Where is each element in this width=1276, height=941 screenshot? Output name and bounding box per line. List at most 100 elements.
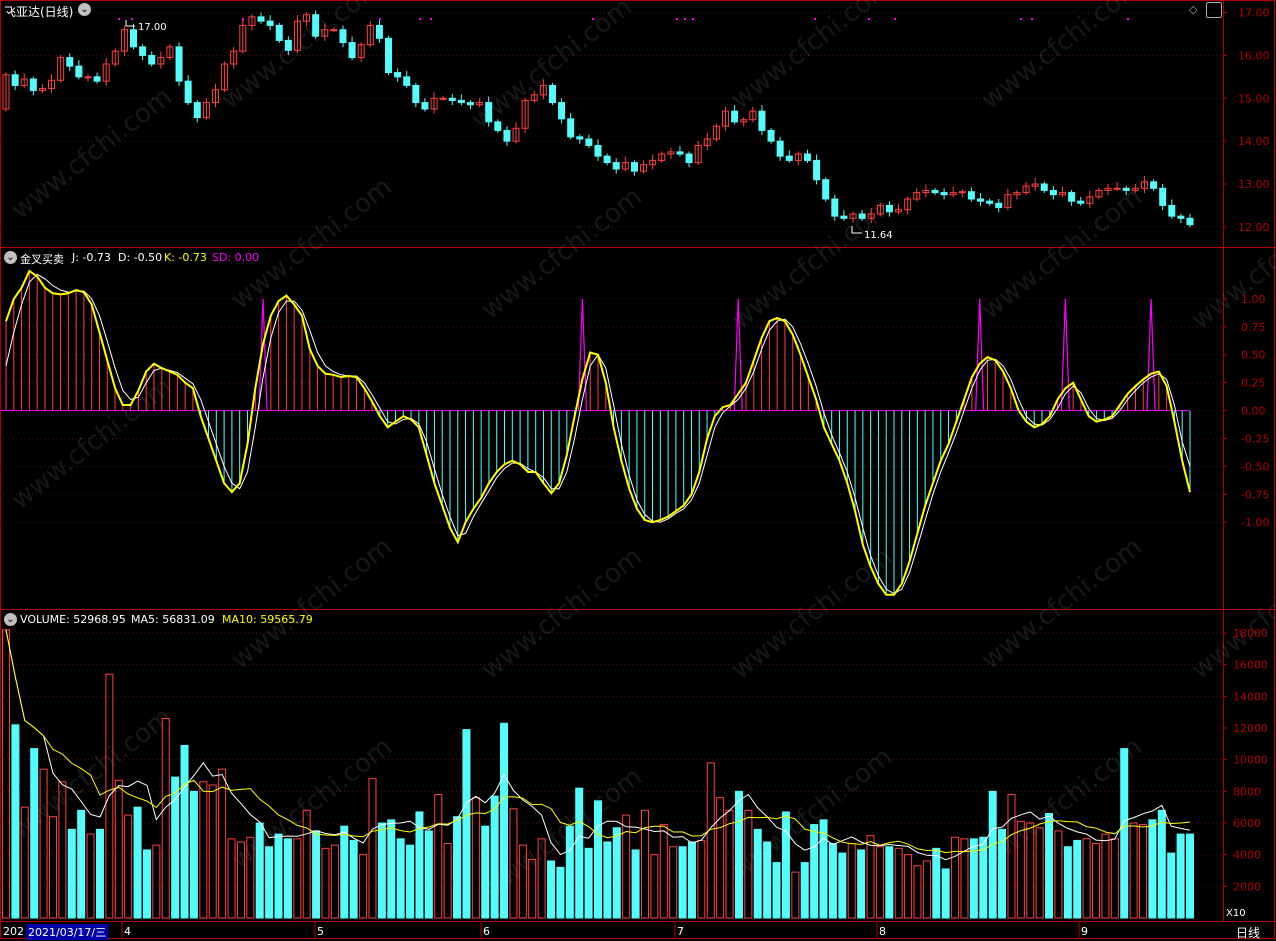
volume-bar [30, 748, 39, 919]
watermark-text: www.cfchi.com [976, 532, 1148, 676]
candle-body [75, 65, 83, 78]
volume-bar [744, 809, 753, 919]
candle-body [803, 153, 811, 161]
price-axes: 12.00 13.00 14.00 15.00 16.00 17.00 1.00 0.75 0.… [1223, 7, 1270, 893]
signal-dot [814, 18, 816, 20]
volume-tick-label: 14000 [1233, 690, 1268, 703]
signal-dot [592, 18, 594, 20]
volume-bar [622, 814, 631, 919]
volume-bar [490, 795, 499, 919]
volume-bar [1129, 822, 1138, 919]
candle-body [166, 46, 174, 59]
kdj-j-line [5, 269, 1191, 596]
volume-bar [1092, 843, 1101, 919]
volume-bar [396, 838, 405, 919]
candle-body [466, 102, 474, 106]
dropdown-icon[interactable]: ⌄ [78, 3, 91, 16]
volume-bar [86, 833, 95, 919]
candle-body [275, 24, 283, 41]
volume-bar [142, 849, 151, 919]
watermark-layer: www.cfchi.com www.cfchi.com www.cfchi.com w… [6, 0, 1276, 906]
volume-bar [133, 806, 142, 919]
low-pointer [851, 226, 862, 234]
candle-body [494, 121, 502, 131]
volume-bar [387, 819, 396, 919]
volume-bar [1035, 827, 1044, 919]
candle-body [93, 76, 101, 82]
price-tick-label: 15.00 [1238, 92, 1270, 105]
high-pointer [125, 20, 135, 27]
volume-ma5-line [5, 629, 1191, 861]
candle-body [785, 155, 793, 161]
candle-body [303, 14, 311, 22]
volume-bar [847, 843, 856, 919]
volume-bar [368, 778, 377, 919]
candle-body [986, 200, 994, 204]
volume-bar [1063, 846, 1072, 919]
candle-body [321, 29, 329, 37]
volume-bar [283, 838, 292, 919]
candle-body [375, 24, 383, 39]
kdj-d-line [5, 273, 1191, 595]
volume-bar [1026, 822, 1035, 919]
signal-dot [684, 18, 686, 20]
candle-body [366, 24, 374, 46]
candle-body [904, 198, 912, 211]
price-tick-label: 12.00 [1238, 221, 1270, 234]
volume-bar [406, 844, 415, 919]
candle-body [1168, 204, 1176, 217]
diamond-icon[interactable]: ◇ [1189, 3, 1198, 16]
volume-tick-label: 16000 [1233, 659, 1268, 672]
candle-body [1058, 192, 1066, 196]
kdj-menu-icon[interactable]: ⌄ [4, 251, 17, 264]
volume-bar [161, 718, 170, 919]
candle-body [567, 118, 575, 138]
candle-body [1040, 183, 1048, 191]
candle-body [630, 162, 638, 172]
window-icon[interactable] [1206, 2, 1222, 18]
candle-body [84, 76, 92, 79]
candle-body [148, 54, 156, 65]
volume-bar [481, 825, 490, 919]
month-label: 9 [1081, 925, 1088, 938]
volume-bar [321, 847, 330, 919]
volume-bar [1045, 813, 1054, 919]
candle-body [1104, 187, 1112, 191]
candle-body [357, 44, 365, 59]
low-annotation: 11.64 [864, 230, 893, 241]
candle-body [958, 191, 966, 194]
volume-bar [800, 862, 809, 919]
watermark-text: www.cfchi.com [1186, 192, 1276, 336]
volume-ma5: MA5: 56831.09 [131, 613, 215, 626]
kdj-d-value: D: -0.50 [118, 251, 163, 264]
volume-bar [659, 824, 668, 919]
volume-bar [424, 830, 433, 919]
sd-spike [733, 298, 743, 411]
candle-body [29, 78, 37, 92]
candle-body [521, 99, 529, 129]
candle-body [2, 74, 10, 110]
period-label[interactable]: 日线 [1236, 926, 1261, 940]
volume-bar [584, 847, 593, 919]
volume-bar [246, 836, 255, 919]
volume-bar [669, 846, 678, 919]
candle-body [594, 144, 602, 157]
candle-body [330, 29, 338, 32]
candle-body [211, 89, 219, 104]
candle-body [457, 99, 465, 104]
volume-bar [518, 844, 527, 919]
kdj-tick-label: 1.00 [1241, 293, 1266, 306]
volume-bar [124, 814, 133, 919]
price-tick-label: 13.00 [1238, 178, 1270, 191]
watermark-text: www.cfchi.com [726, 542, 898, 686]
candle-body [749, 110, 757, 121]
volume-menu-icon[interactable]: ⌄ [4, 613, 17, 626]
volume-tick-label: 10000 [1233, 754, 1268, 767]
collapse-icon[interactable]: ⌄ [4, 3, 15, 17]
candle-body [503, 129, 511, 142]
candle-body [512, 127, 520, 142]
volume-bar [875, 846, 884, 919]
candle-body [430, 97, 438, 110]
